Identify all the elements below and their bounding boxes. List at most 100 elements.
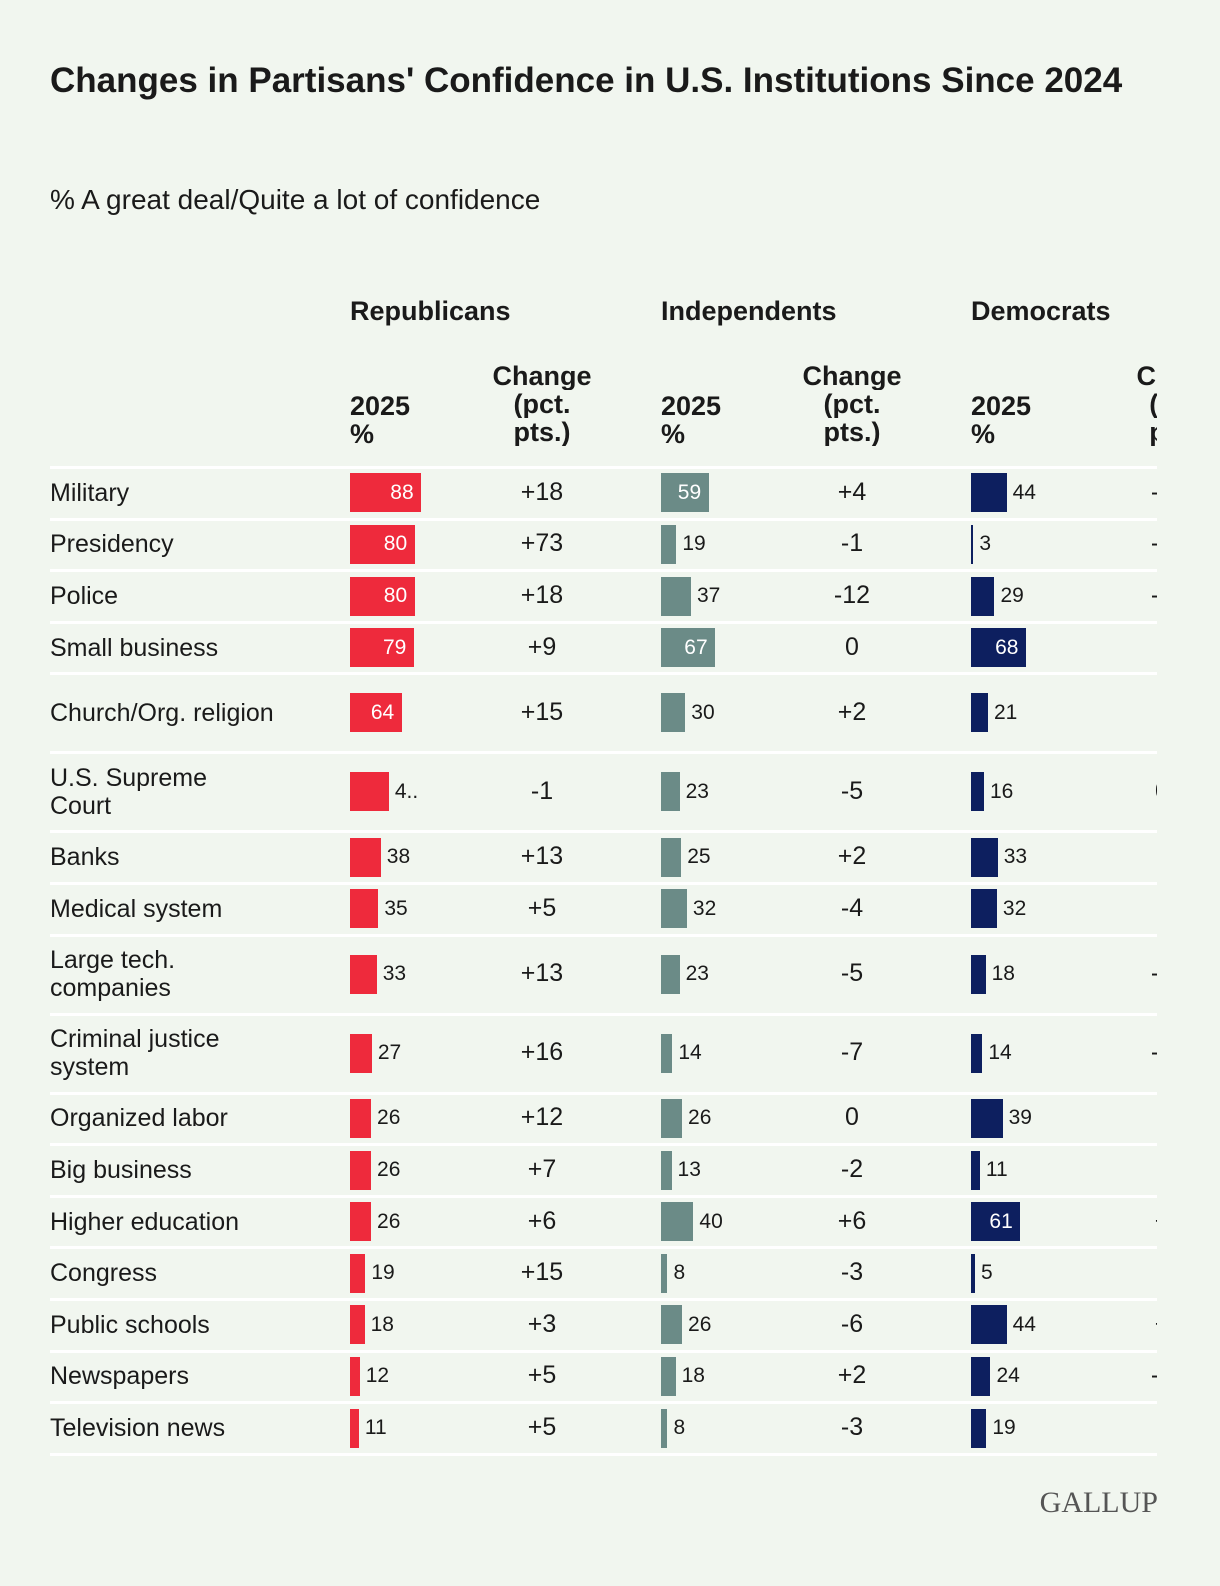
change-value: +12 bbox=[520, 1103, 564, 1132]
separator bbox=[50, 1401, 1157, 1405]
value-label: 40 bbox=[699, 1209, 723, 1233]
value-label: 8 bbox=[673, 1261, 686, 1285]
value-label: 29 bbox=[1000, 584, 1024, 607]
bar bbox=[661, 1150, 672, 1190]
value-label: 25 bbox=[687, 845, 711, 869]
change-value: +15 bbox=[520, 1258, 564, 1287]
value-label: 26 bbox=[377, 1106, 401, 1130]
bar bbox=[971, 837, 998, 877]
change-value: -2 bbox=[840, 1155, 864, 1183]
value-label: 3 bbox=[979, 532, 992, 556]
row-label: Newspapers bbox=[50, 1362, 189, 1391]
change-value: +2 bbox=[837, 1361, 867, 1390]
separator bbox=[50, 569, 1157, 573]
subtitle: % A great deal/Quite a lot of confidence bbox=[50, 184, 541, 215]
bar bbox=[350, 1150, 372, 1190]
value-label: 33 bbox=[1003, 845, 1028, 869]
bar bbox=[661, 1033, 673, 1073]
value-label: 44 bbox=[1012, 1312, 1036, 1336]
value-label: 61 bbox=[989, 1209, 1013, 1233]
group-header: Republicans bbox=[350, 296, 511, 326]
change-value: +15 bbox=[520, 697, 564, 726]
bar bbox=[661, 524, 677, 564]
value-label: 44 bbox=[1012, 480, 1036, 504]
column-header: (pct. bbox=[513, 390, 571, 418]
row-label: Police bbox=[50, 582, 119, 610]
bar bbox=[350, 1305, 365, 1345]
value-label: 27 bbox=[377, 1041, 402, 1065]
value-label: 5 bbox=[981, 1261, 993, 1285]
value-label: 80 bbox=[383, 584, 408, 607]
value-label: 35 bbox=[384, 896, 408, 920]
bar bbox=[350, 837, 381, 877]
value-label: 8 bbox=[673, 1416, 686, 1439]
separator bbox=[50, 1012, 1157, 1016]
change-value: -1 bbox=[840, 529, 864, 558]
value-label: 16 bbox=[989, 779, 1014, 803]
bar bbox=[661, 1098, 683, 1138]
column-header: 2025 bbox=[350, 391, 411, 421]
value-label: 32 bbox=[692, 896, 717, 920]
bar bbox=[661, 1202, 694, 1242]
group-header: Democrats bbox=[971, 296, 1111, 326]
value-label: 38 bbox=[386, 845, 411, 869]
bar bbox=[971, 954, 986, 994]
bar bbox=[971, 1202, 1021, 1242]
bar bbox=[661, 1305, 683, 1345]
bar bbox=[661, 1408, 668, 1448]
value-label: 64 bbox=[370, 700, 395, 724]
column-header: (pct. bbox=[823, 390, 881, 418]
change-value: +5 bbox=[527, 893, 557, 922]
bar bbox=[350, 473, 422, 513]
change-value: +2 bbox=[837, 842, 867, 871]
bar bbox=[661, 628, 716, 668]
bar bbox=[971, 889, 997, 929]
value-label: 26 bbox=[688, 1106, 712, 1130]
value-label: 14 bbox=[988, 1041, 1012, 1065]
value-label: 24 bbox=[996, 1364, 1020, 1388]
separator bbox=[50, 672, 1157, 676]
bar bbox=[971, 1356, 991, 1396]
separator bbox=[50, 751, 1157, 755]
change-value: +18 bbox=[520, 581, 564, 609]
row-label: Television news bbox=[50, 1414, 226, 1442]
row-label: Organized labor bbox=[50, 1104, 228, 1133]
value-label: 23 bbox=[685, 779, 709, 803]
value-label: 14 bbox=[678, 1041, 702, 1065]
column-header: % bbox=[350, 419, 375, 449]
row-label: Presidency bbox=[50, 530, 174, 559]
separator bbox=[50, 1143, 1157, 1147]
separator bbox=[50, 466, 1157, 469]
bar bbox=[350, 772, 389, 812]
right-margin bbox=[1157, 350, 1220, 1470]
change-value: -5 bbox=[840, 776, 864, 805]
column-header: 2025 bbox=[661, 391, 722, 421]
row-label: Medical system bbox=[50, 894, 223, 923]
value-label: 19 bbox=[682, 532, 706, 556]
change-value: -7 bbox=[840, 1038, 864, 1067]
bar bbox=[350, 1202, 372, 1242]
column-header: pts.) bbox=[823, 418, 881, 446]
value-label: 18 bbox=[991, 962, 1015, 986]
row-label: Congress bbox=[50, 1259, 157, 1288]
bar bbox=[661, 1356, 676, 1396]
row-label: Banks bbox=[50, 843, 120, 872]
value-label: 18 bbox=[681, 1364, 705, 1388]
bar bbox=[350, 1356, 360, 1396]
value-label: 79 bbox=[382, 635, 407, 659]
value-label: 11 bbox=[364, 1416, 387, 1439]
change-value: -5 bbox=[840, 959, 864, 988]
bar bbox=[661, 576, 691, 616]
value-label: 26 bbox=[377, 1209, 401, 1233]
value-label: 26 bbox=[377, 1158, 401, 1181]
change-value: +73 bbox=[520, 529, 564, 558]
bar bbox=[350, 1033, 372, 1073]
bar bbox=[971, 1253, 976, 1293]
value-label: 39 bbox=[1008, 1106, 1032, 1130]
bar bbox=[971, 1408, 987, 1448]
change-value: +6 bbox=[837, 1206, 867, 1235]
value-label: 18 bbox=[370, 1312, 394, 1336]
bar bbox=[971, 524, 974, 564]
separator bbox=[50, 1349, 1157, 1353]
bar bbox=[971, 1305, 1007, 1345]
